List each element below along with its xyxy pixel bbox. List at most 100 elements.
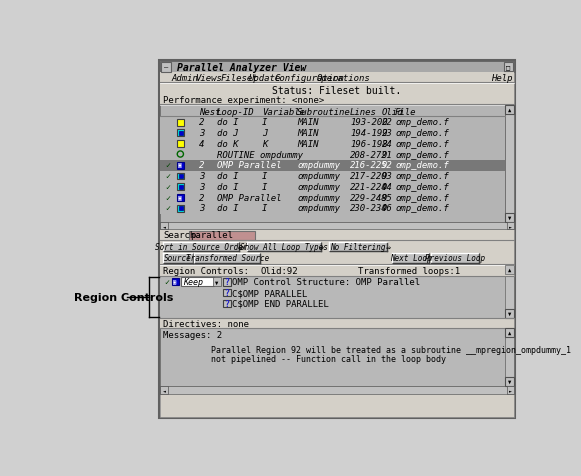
Text: parallel: parallel: [191, 231, 234, 240]
Text: 230-234: 230-234: [350, 204, 388, 213]
Text: Olid:92: Olid:92: [261, 266, 299, 275]
Text: 2: 2: [199, 118, 205, 127]
Text: omp_demo.f: omp_demo.f: [395, 193, 449, 202]
Bar: [160, 386, 514, 394]
Bar: [160, 276, 505, 318]
Text: OMP Control Structure: OMP Parallel: OMP Control Structure: OMP Parallel: [232, 278, 421, 287]
Text: Views: Views: [195, 74, 222, 83]
Text: omp_demo.f: omp_demo.f: [395, 204, 449, 213]
Bar: [160, 106, 505, 222]
Text: ►: ►: [509, 224, 512, 228]
Text: ◄: ◄: [163, 387, 166, 392]
Text: 95: 95: [382, 193, 393, 202]
Bar: [177, 141, 184, 148]
Text: No Filtering: No Filtering: [331, 242, 386, 251]
Text: ▼: ▼: [508, 215, 511, 220]
Bar: [160, 328, 514, 386]
Bar: [160, 386, 168, 394]
Text: 3: 3: [199, 129, 205, 138]
Text: 2: 2: [199, 193, 205, 202]
Text: Parallel Analyzer View: Parallel Analyzer View: [177, 62, 307, 72]
Text: 216-225: 216-225: [350, 161, 388, 170]
Text: ompdummy: ompdummy: [297, 193, 340, 202]
Text: Transformed Source: Transformed Source: [185, 254, 269, 263]
Text: ▲: ▲: [508, 330, 511, 336]
Text: omp_demo.f: omp_demo.f: [395, 150, 449, 159]
Bar: [177, 184, 184, 191]
Text: ✓: ✓: [166, 182, 170, 191]
Text: do J: do J: [217, 129, 238, 138]
Text: Nest: Nest: [199, 108, 220, 117]
Text: Lines: Lines: [350, 108, 377, 117]
Text: K: K: [261, 139, 267, 149]
Text: 93: 93: [382, 172, 393, 181]
Bar: [431, 254, 479, 263]
Text: Performance experiment: <none>: Performance experiment: <none>: [163, 96, 324, 105]
Text: I: I: [261, 204, 267, 213]
Text: OMP Parallel: OMP Parallel: [217, 161, 281, 170]
Bar: [160, 265, 514, 276]
Bar: [160, 222, 168, 230]
Bar: [160, 204, 505, 215]
Text: 3: 3: [199, 172, 205, 181]
Text: do I: do I: [217, 118, 238, 127]
Text: File: File: [395, 108, 417, 117]
Bar: [223, 300, 231, 307]
Bar: [177, 195, 184, 201]
Bar: [160, 83, 514, 105]
Text: Previous Loop: Previous Loop: [425, 254, 485, 263]
Bar: [507, 386, 514, 394]
Bar: [179, 175, 182, 178]
Text: Configuration: Configuration: [274, 74, 344, 83]
Text: do I: do I: [217, 204, 238, 213]
Text: 229-248: 229-248: [350, 193, 388, 202]
Text: 96: 96: [382, 204, 393, 213]
Text: Region Controls: Region Controls: [74, 292, 174, 302]
Text: 24: 24: [382, 139, 393, 149]
Text: 194-199: 194-199: [350, 129, 388, 138]
Text: ◄: ◄: [163, 224, 166, 228]
Text: ompdummy: ompdummy: [297, 172, 340, 181]
Bar: [189, 231, 254, 240]
Bar: [504, 62, 513, 72]
Bar: [505, 106, 514, 222]
Text: ✓: ✓: [166, 172, 170, 181]
Text: 193-200: 193-200: [350, 118, 388, 127]
Text: do I: do I: [217, 182, 238, 191]
Text: ?: ?: [224, 299, 229, 308]
Text: 196-198: 196-198: [350, 139, 388, 149]
Text: omp_demo.f: omp_demo.f: [395, 182, 449, 191]
Text: Olid: Olid: [382, 108, 403, 117]
Text: ompdummy: ompdummy: [297, 204, 340, 213]
Text: Sort in Source Order: Sort in Source Order: [155, 242, 248, 251]
Text: 2: 2: [199, 161, 205, 170]
Bar: [505, 377, 514, 386]
Text: 22: 22: [382, 118, 393, 127]
Text: 221-224: 221-224: [350, 182, 388, 191]
Bar: [160, 73, 514, 83]
Bar: [505, 265, 514, 275]
Text: Region Controls:: Region Controls:: [163, 266, 249, 275]
Bar: [329, 242, 388, 251]
Text: ▲: ▲: [508, 108, 511, 113]
Text: 94: 94: [382, 182, 393, 191]
Text: ▣: ▣: [178, 196, 182, 200]
Bar: [160, 193, 505, 204]
Text: I: I: [261, 182, 267, 191]
Text: ⇒: ⇒: [238, 242, 242, 251]
Bar: [160, 253, 514, 265]
Text: Operations: Operations: [317, 74, 371, 83]
Bar: [507, 222, 514, 230]
Text: Keep: Keep: [183, 278, 203, 287]
Text: Variable: Variable: [261, 108, 304, 117]
Bar: [223, 278, 231, 286]
Bar: [179, 207, 182, 211]
Bar: [194, 254, 260, 263]
Text: do K: do K: [217, 139, 238, 149]
Bar: [160, 182, 505, 193]
Text: MAIN: MAIN: [297, 129, 319, 138]
Text: Loop-ID: Loop-ID: [217, 108, 254, 117]
Text: ▣: ▣: [173, 280, 177, 285]
Bar: [392, 254, 429, 263]
Bar: [160, 150, 505, 161]
